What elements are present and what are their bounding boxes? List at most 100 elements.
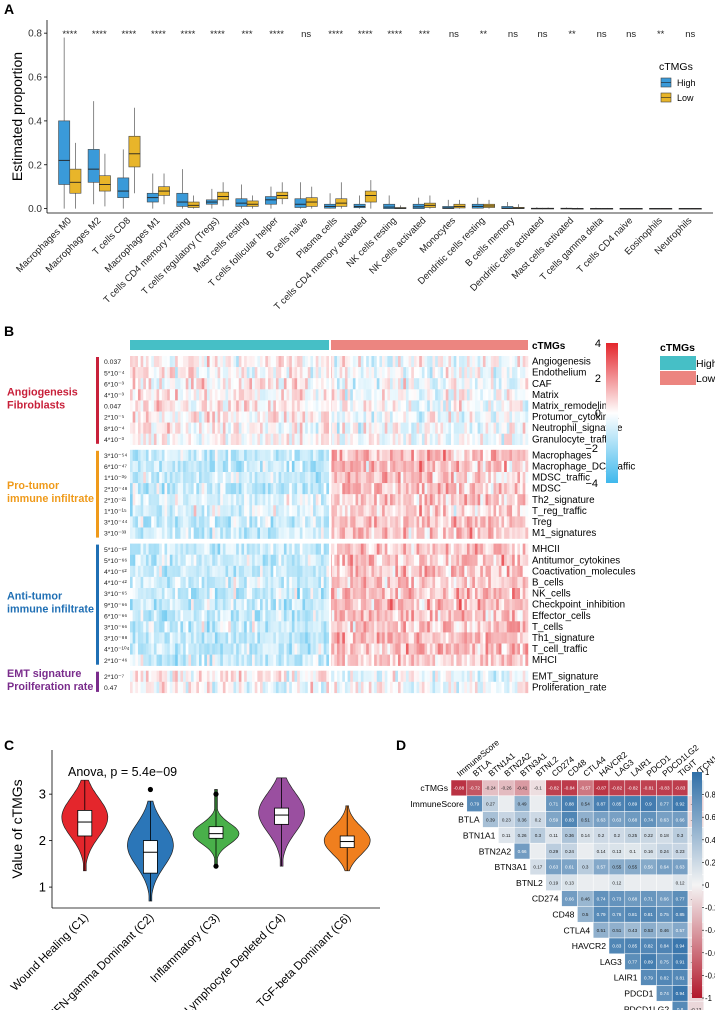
heatmap-cell — [397, 449, 401, 462]
heatmap-cell — [382, 588, 385, 600]
heatmap-cell — [466, 483, 470, 495]
heatmap-cell — [137, 411, 141, 423]
heatmap-cell — [477, 460, 481, 473]
heatmap-cell — [371, 389, 375, 401]
heatmap-cell — [496, 588, 500, 600]
heatmap-cell — [509, 516, 513, 528]
row-label: cTMGs — [420, 783, 448, 793]
heatmap-cell — [217, 643, 221, 655]
heatmap-cell — [432, 494, 436, 506]
heatmap-cell — [488, 670, 492, 682]
heatmap-cell — [275, 516, 279, 528]
heatmap-cell — [405, 516, 409, 528]
correlation-value: 0.71 — [549, 802, 558, 807]
heatmap-cell — [432, 527, 436, 539]
heatmap-cell — [461, 621, 465, 633]
heatmap-cell — [302, 516, 306, 528]
heatmap-cell — [459, 472, 462, 484]
heatmap-cell — [498, 494, 502, 506]
heatmap-cell — [193, 356, 197, 368]
heatmap-colorbar — [606, 343, 618, 483]
heatmap-cell — [360, 599, 364, 611]
heatmap-cell — [509, 543, 513, 555]
heatmap-cell — [206, 576, 210, 589]
heatmap-cell — [265, 460, 269, 473]
heatmap-cell — [382, 565, 385, 578]
heatmap-row — [130, 400, 529, 412]
heatmap-cell — [474, 654, 478, 666]
heatmap-cell — [461, 632, 465, 644]
heatmap-cell — [270, 483, 274, 495]
heatmap-cell — [522, 400, 526, 412]
heatmap-cell — [273, 565, 277, 578]
heatmap-cell — [408, 389, 412, 401]
heatmap-cell — [350, 610, 354, 622]
heatmap-cell — [265, 483, 269, 495]
heatmap-cell — [466, 449, 470, 462]
heatmap-cell — [302, 543, 306, 555]
heatmap-cell — [466, 565, 470, 578]
heatmap-cell — [238, 494, 242, 506]
heatmap-cell — [135, 632, 139, 644]
heatmap-cell — [318, 527, 322, 539]
heatmap-cell — [252, 565, 255, 578]
heatmap-cell — [451, 494, 454, 506]
heatmap-cell — [512, 494, 515, 506]
heatmap-cell — [498, 527, 502, 539]
heatmap-cell — [501, 433, 505, 445]
heatmap-cell — [448, 527, 452, 539]
heatmap-cell — [220, 411, 224, 423]
heatmap-cell — [326, 449, 330, 462]
heatmap-cell — [185, 378, 189, 390]
heatmap-cell — [437, 527, 441, 539]
heatmap-cell — [384, 505, 388, 517]
heatmap-cell — [212, 411, 216, 423]
heatmap-cell — [310, 389, 314, 401]
heatmap-cell — [233, 483, 237, 495]
heatmap-cell — [413, 554, 417, 566]
heatmap-cell — [220, 654, 224, 666]
heatmap-cell — [321, 400, 324, 412]
heatmap-cell — [477, 389, 481, 401]
heatmap-cell — [339, 422, 343, 434]
heatmap-cell — [490, 654, 494, 666]
heatmap-cell — [390, 516, 393, 528]
heatmap-cell — [464, 411, 468, 423]
heatmap-cell — [358, 460, 362, 473]
heatmap-cell — [169, 654, 173, 666]
heatmap-cell — [336, 599, 340, 611]
heatmap-cell — [206, 670, 210, 682]
heatmap-cell — [273, 543, 277, 555]
heatmap-cell — [403, 422, 407, 434]
heatmap-cell — [305, 433, 309, 445]
heatmap-cell — [469, 433, 473, 445]
heatmap-cell — [459, 516, 462, 528]
heatmap-cell — [419, 588, 423, 600]
heatmap-cell — [169, 681, 173, 694]
y-tick-label: 3 — [39, 787, 46, 802]
heatmap-cell — [228, 576, 232, 589]
heatmap-row — [130, 643, 529, 655]
heatmap-cell — [472, 681, 476, 694]
heatmap-cell — [159, 543, 163, 555]
heatmap-cell — [260, 654, 263, 666]
heatmap-cell — [403, 565, 407, 578]
heatmap-cell — [167, 554, 171, 566]
heatmap-cell — [281, 367, 285, 379]
heatmap-cell — [501, 460, 505, 473]
heatmap-cell — [273, 367, 277, 379]
heatmap-cell — [172, 411, 176, 423]
heatmap-cell — [169, 378, 173, 390]
heatmap-cell — [206, 599, 210, 611]
heatmap-cell — [318, 576, 322, 589]
heatmap-cell — [185, 643, 189, 655]
heatmap-cell — [321, 670, 324, 682]
correlation-value: 0.74 — [597, 896, 606, 901]
heatmap-cell — [161, 378, 165, 390]
heatmap-cell — [225, 389, 229, 401]
heatmap-cell — [148, 356, 152, 368]
heatmap-cell — [466, 367, 470, 379]
heatmap-cell — [400, 610, 404, 622]
heatmap-cell — [496, 527, 500, 539]
heatmap-cell — [339, 483, 343, 495]
